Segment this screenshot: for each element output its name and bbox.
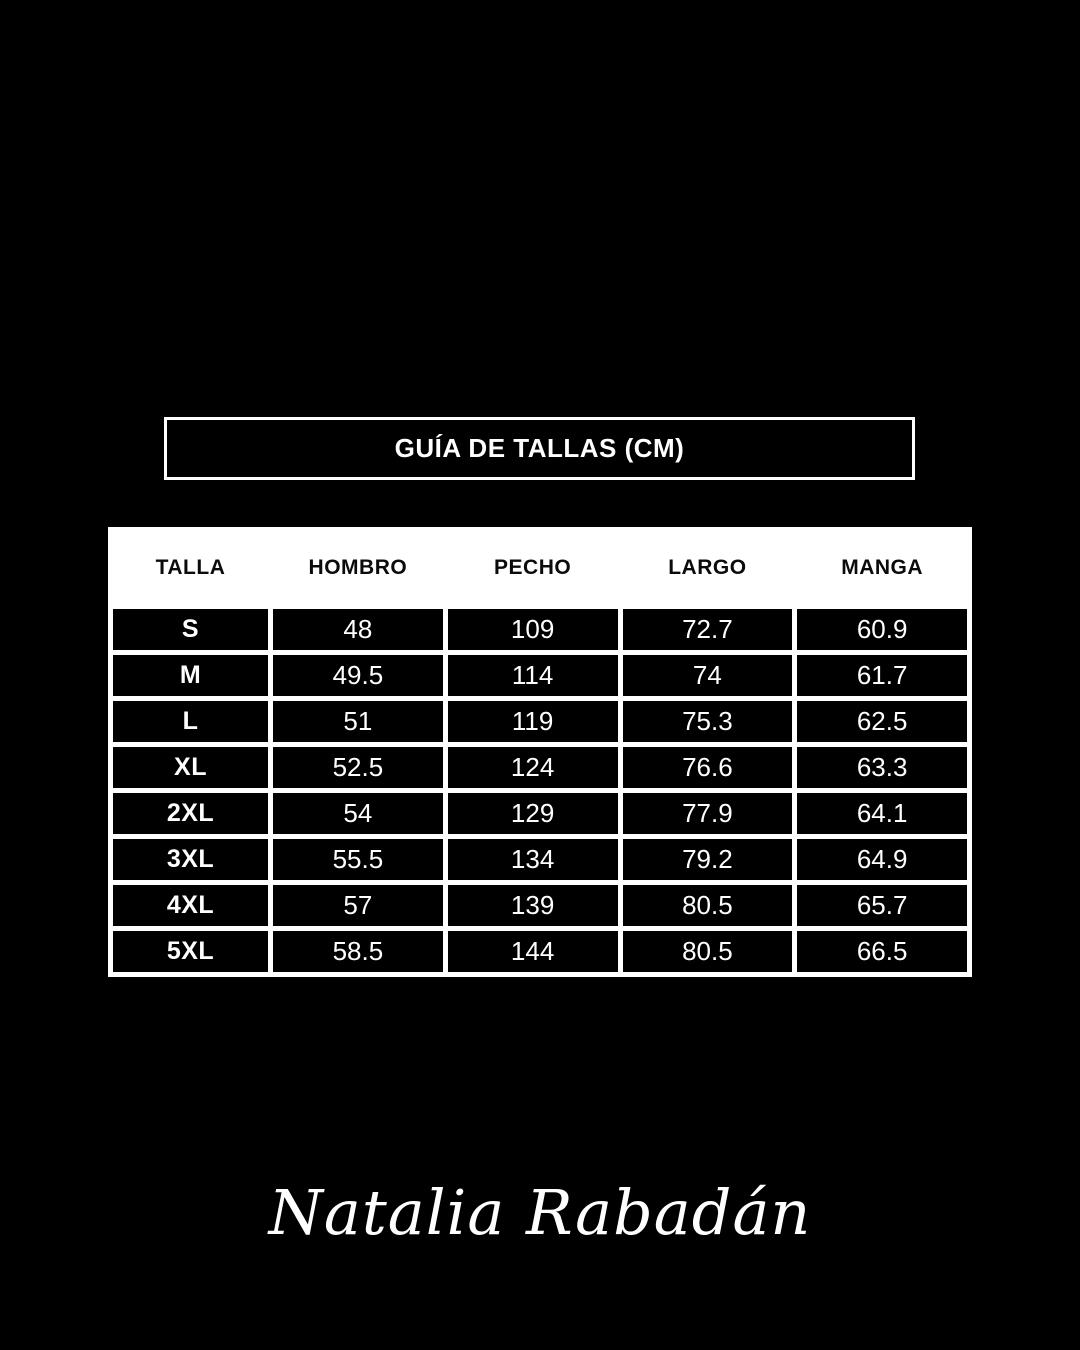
table-cell: 119	[447, 701, 618, 742]
table-cell: 139	[447, 885, 618, 926]
table-cell: 72.7	[622, 609, 793, 650]
brand-signature: Natalia Rabadán	[268, 1176, 812, 1249]
page-title: GUÍA DE TALLAS (CM)	[394, 433, 685, 463]
table-cell: 66.5	[797, 931, 967, 972]
column-header-manga: MANGA	[841, 556, 924, 579]
size-cell: L	[113, 701, 268, 742]
size-cell: M	[113, 655, 268, 696]
table-cell: 62.5	[797, 701, 967, 742]
table-cell: 144	[447, 931, 618, 972]
table-cell: 75.3	[622, 701, 793, 742]
size-cell: XL	[113, 747, 268, 788]
table-cell: 57	[273, 885, 443, 926]
table-cell: 124	[447, 747, 618, 788]
table-cell: 129	[447, 793, 618, 834]
table-cell: 80.5	[622, 931, 793, 972]
table-header-row: TALLA HOMBRO PECHO LARGO MANGA	[113, 527, 967, 609]
table-cell: 76.6	[622, 747, 793, 788]
column-header-talla: TALLA	[155, 556, 226, 579]
table-cell: 134	[447, 839, 618, 880]
table-cell: 77.9	[622, 793, 793, 834]
table-cell: 60.9	[797, 609, 967, 650]
table-cell: 58.5	[273, 931, 443, 972]
size-guide-table: TALLA HOMBRO PECHO LARGO MANGA S 48 109 …	[108, 527, 972, 977]
table-cell: 51	[273, 701, 443, 742]
table-cell: 63.3	[797, 747, 967, 788]
size-cell: 4XL	[113, 885, 268, 926]
size-cell: 3XL	[113, 839, 268, 880]
column-header-largo: LARGO	[668, 556, 747, 579]
table-cell: 79.2	[622, 839, 793, 880]
table-cell: 109	[447, 609, 618, 650]
table-cell: 64.1	[797, 793, 967, 834]
table-cell: 55.5	[273, 839, 443, 880]
table-cell: 61.7	[797, 655, 967, 696]
column-header-pecho: PECHO	[494, 556, 572, 579]
table-cell: 64.9	[797, 839, 967, 880]
table-cell: 74	[622, 655, 793, 696]
size-cell: S	[113, 609, 268, 650]
table-cell: 114	[447, 655, 618, 696]
table-cell: 49.5	[273, 655, 443, 696]
size-guide-title-box: GUÍA DE TALLAS (CM)	[164, 417, 915, 480]
table-cell: 48	[273, 609, 443, 650]
size-cell: 5XL	[113, 931, 268, 972]
table-cell: 54	[273, 793, 443, 834]
table-cell: 52.5	[273, 747, 443, 788]
size-cell: 2XL	[113, 793, 268, 834]
table-cell: 65.7	[797, 885, 967, 926]
column-header-hombro: HOMBRO	[308, 556, 408, 579]
table-body: S 48 109 72.7 60.9 M 49.5 114 74 61.7 L …	[113, 609, 967, 972]
table-cell: 80.5	[622, 885, 793, 926]
